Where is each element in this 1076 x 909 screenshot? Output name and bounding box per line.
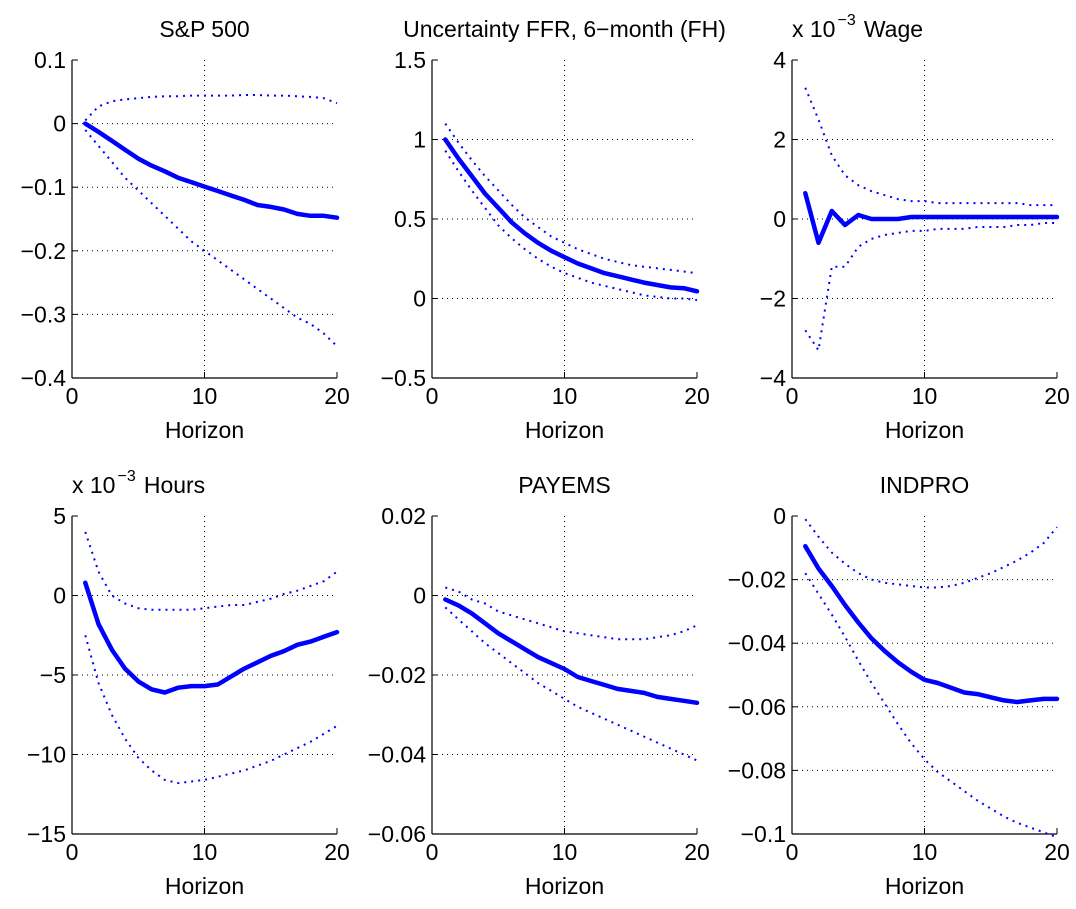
chart-title: PAYEMS (518, 472, 610, 498)
y-exponent-superscript: −3 (837, 12, 855, 29)
x-tick-label: 0 (786, 383, 799, 409)
y-tick-label: −0.08 (728, 757, 786, 783)
y-tick-label: −0.02 (728, 567, 786, 593)
y-tick-label: −4 (760, 365, 786, 391)
x-tick-label: 20 (324, 383, 350, 409)
series-line-upper-band (445, 586, 698, 641)
y-tick-label: 1 (413, 127, 426, 153)
y-tick-label: −10 (27, 742, 66, 768)
chart-panel-1: 0 10 20 0.1 0 −0.1 −0.2 −0.3 −0.4 Horizon S&P 500 (21, 16, 350, 443)
y-tick-label: −0.1 (21, 174, 66, 200)
y-tick-label: 1.5 (394, 47, 426, 73)
y-tick-label: −0.06 (368, 821, 426, 847)
y-tick-label: −0.4 (21, 365, 67, 391)
series-line-point-estimate (803, 543, 1060, 705)
y-exponent-label: x 10 (72, 472, 115, 498)
x-tick-label: 20 (1044, 383, 1070, 409)
y-tick-label: −5 (40, 662, 66, 688)
x-tick-label: 20 (684, 839, 710, 865)
x-tick-label: 10 (192, 839, 218, 865)
x-axis-label: Horizon (525, 417, 604, 443)
y-tick-label: −0.04 (728, 630, 786, 656)
y-tick-label: −0.04 (368, 742, 426, 768)
y-tick-label: −0.2 (21, 238, 66, 264)
x-tick-label: 0 (786, 839, 799, 865)
y-tick-label: 0 (53, 583, 66, 609)
series-line-upper-band (444, 123, 698, 275)
y-tick-label: 0.5 (394, 206, 426, 232)
y-tick-label: 5 (53, 503, 66, 529)
x-tick-label: 0 (66, 839, 79, 865)
y-tick-label: −0.02 (368, 662, 426, 688)
chart-title: S&P 500 (159, 16, 249, 42)
y-tick-label: 2 (773, 127, 786, 153)
x-tick-label: 10 (552, 383, 578, 409)
series-line-point-estimate (443, 137, 700, 294)
y-tick-label: 0 (53, 111, 66, 137)
chart-title: Wage (864, 16, 923, 42)
y-tick-label: 0 (413, 286, 426, 312)
series-line-lower-band (804, 222, 1057, 352)
series-line-lower-band (444, 150, 698, 302)
series-line-lower-band (444, 606, 698, 762)
x-tick-label: 0 (426, 383, 439, 409)
x-axis-label: Horizon (885, 873, 964, 899)
series-line-lower-band (84, 635, 338, 785)
series-line-lower-band (84, 129, 338, 347)
chart-panel-4: 0 10 20 5 0 −5 −10 −15 Horizon x 10 −3 Hours (27, 468, 350, 899)
y-tick-label: 0.1 (34, 47, 66, 73)
series-line-point-estimate (83, 121, 340, 220)
series-line-point-estimate (803, 190, 1060, 246)
series-line-point-estimate (443, 597, 700, 706)
x-tick-label: 20 (324, 839, 350, 865)
y-exponent-superscript: −3 (117, 468, 135, 485)
chart-panel-6: 0 10 20 0 −0.02 −0.04 −0.06 −0.08 −0.1 Horizon IND… (728, 472, 1070, 899)
y-tick-label: −15 (27, 821, 66, 847)
y-tick-label: 0.02 (381, 503, 426, 529)
x-axis-label: Horizon (165, 417, 244, 443)
y-tick-label: −0.06 (728, 694, 786, 720)
y-exponent-label: x 10 (792, 16, 835, 42)
y-tick-label: 0 (773, 206, 786, 232)
x-tick-label: 20 (1044, 839, 1070, 865)
series-line-upper-band (84, 94, 338, 122)
y-tick-label: 0 (413, 583, 426, 609)
x-tick-label: 10 (912, 839, 938, 865)
y-tick-label: 0 (773, 503, 786, 529)
chart-panel-5: 0 10 20 0.02 0 −0.02 −0.04 −0.06 Horizon PAYEMS (368, 472, 710, 899)
y-tick-label: −0.1 (741, 821, 786, 847)
series-line-upper-band (804, 518, 1058, 589)
series-line-point-estimate (83, 580, 340, 695)
x-axis-label: Horizon (525, 873, 604, 899)
chart-title: Hours (144, 472, 205, 498)
y-tick-label: 4 (773, 47, 786, 73)
x-tick-label: 20 (684, 383, 710, 409)
x-tick-label: 0 (426, 839, 439, 865)
x-tick-label: 10 (192, 383, 218, 409)
chart-title: Uncertainty FFR, 6−month (FH) (403, 16, 726, 42)
y-tick-label: −0.3 (21, 301, 66, 327)
x-axis-label: Horizon (165, 873, 244, 899)
x-tick-label: 10 (912, 383, 938, 409)
series-line-upper-band (804, 87, 1057, 207)
y-tick-label: −2 (760, 286, 786, 312)
chart-title: INDPRO (880, 472, 969, 498)
x-tick-label: 10 (552, 839, 578, 865)
y-tick-label: −0.5 (381, 365, 426, 391)
series-line-lower-band (804, 572, 1058, 839)
series-line-upper-band (84, 531, 338, 611)
x-axis-label: Horizon (885, 417, 964, 443)
x-tick-label: 0 (66, 383, 79, 409)
